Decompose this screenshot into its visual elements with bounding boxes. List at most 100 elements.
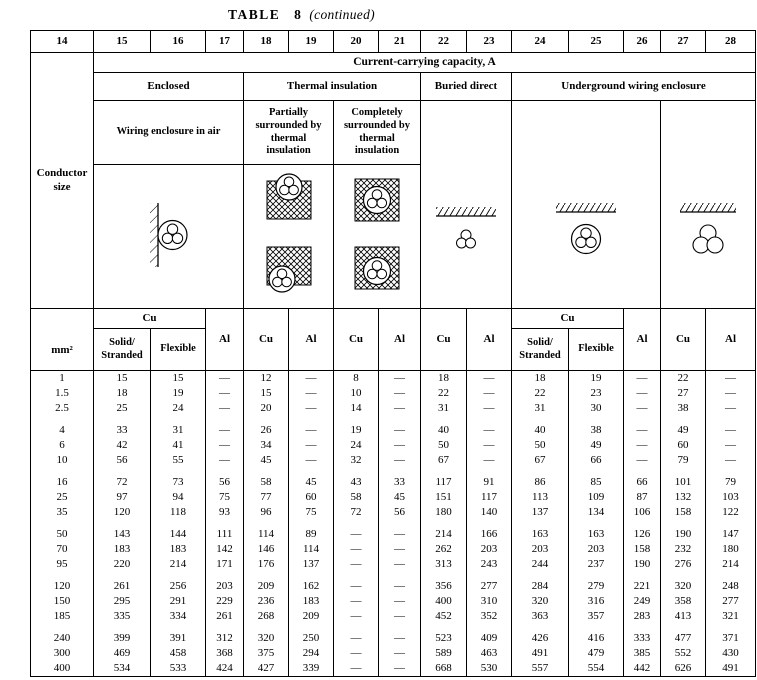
spacer-cell: [30, 572, 94, 579]
capacity-cell: —: [378, 609, 421, 624]
col-num-22: 22: [420, 30, 467, 53]
capacity-cell: 214: [420, 527, 467, 542]
capacity-cell: 416: [568, 631, 624, 646]
spacer-cell: [30, 624, 94, 631]
capacity-cell: 668: [420, 661, 467, 677]
capacity-cell: —: [378, 438, 421, 453]
group-spacer: [30, 416, 756, 423]
capacity-cell: 50: [511, 438, 569, 453]
capacity-cell: —: [288, 453, 334, 468]
capacity-cell: 72: [333, 505, 379, 520]
conductor-size-cell: 150: [30, 594, 94, 609]
capacity-cell: —: [288, 386, 334, 401]
capacity-cell: 15: [243, 386, 289, 401]
capacity-cell: 221: [623, 579, 661, 594]
capacity-cell: 430: [705, 646, 756, 661]
spacer-cell: [205, 416, 244, 423]
material-al-header: Al: [288, 308, 334, 371]
capacity-cell: 18: [511, 370, 569, 386]
capacity-cell: 73: [150, 475, 206, 490]
spacer-cell: [378, 416, 421, 423]
subcategory-air: Wiring enclosure in air: [93, 100, 244, 165]
material-cu-header: Cu: [660, 308, 706, 371]
material-al-header: Al: [623, 308, 661, 371]
capacity-cell: 151: [420, 490, 467, 505]
capacity-cell: 458: [150, 646, 206, 661]
capacity-cell: 114: [288, 542, 334, 557]
capacity-cell: 143: [93, 527, 151, 542]
enclosure-in-air-icon: [149, 203, 188, 267]
spacer-cell: [333, 468, 379, 475]
spacer-cell: [511, 468, 569, 475]
spacer-cell: [568, 520, 624, 527]
capacity-cell: 60: [288, 490, 334, 505]
capacity-cell: 24: [150, 401, 206, 416]
capacity-cell: 146: [243, 542, 289, 557]
capacity-cell: 203: [205, 579, 244, 594]
capacity-cell: 101: [660, 475, 706, 490]
capacity-cell: —: [466, 423, 512, 438]
category-underground: Underground wiring enclosure: [511, 72, 756, 101]
capacity-cell: 40: [511, 423, 569, 438]
capacity-cell: 229: [205, 594, 244, 609]
capacity-cell: 320: [660, 579, 706, 594]
capacity-cell: 32: [333, 453, 379, 468]
spacer-cell: [378, 520, 421, 527]
spacer-cell: [150, 624, 206, 631]
capacity-cell: 243: [466, 557, 512, 572]
capacity-cell: 15: [150, 370, 206, 386]
capacity-cell: 106: [623, 505, 661, 520]
material-cu-header: Cu: [420, 308, 467, 371]
capacity-cell: 209: [288, 609, 334, 624]
conductor-size-cell: 16: [30, 475, 94, 490]
capacity-cell: —: [205, 453, 244, 468]
capacity-cell: 552: [660, 646, 706, 661]
col-num-15: 15: [93, 30, 151, 53]
capacity-cell: 491: [511, 646, 569, 661]
capacity-cell: —: [333, 527, 379, 542]
group-spacer: [30, 624, 756, 631]
capacity-cell: 557: [511, 661, 569, 677]
capacity-cell: 294: [288, 646, 334, 661]
subcategory-row: Wiring enclosure in air Partially surrou…: [31, 100, 756, 309]
spacer-cell: [150, 520, 206, 527]
capacity-cell: 262: [420, 542, 467, 557]
flexible-header: Flexible: [150, 328, 206, 371]
table-header: 14 15 16 17 18 19 20 21 22 23 24 25 26 2…: [30, 30, 756, 371]
table-row: 300 469 458 368 375 294— —589 463 491 479 385 552 43…: [30, 646, 756, 661]
capacity-cell: —: [378, 594, 421, 609]
capacity-cell: 534: [93, 661, 151, 677]
capacity-cell: 134: [568, 505, 624, 520]
col-num-14: 14: [30, 30, 94, 53]
col-num-26: 26: [623, 30, 661, 53]
capacity-cell: —: [378, 579, 421, 594]
capacity-cell: 375: [243, 646, 289, 661]
spacer-cell: [511, 520, 569, 527]
spacer-cell: [150, 572, 206, 579]
capacity-cell: 244: [511, 557, 569, 572]
capacity-cell: 248: [705, 579, 756, 594]
capacity-cell: 363: [511, 609, 569, 624]
capacity-cell: 22: [511, 386, 569, 401]
capacity-cell: 339: [288, 661, 334, 677]
table-body: 1 15 15—12—8—18—18 19—22—1.5 18 19—15—10—22—2…: [30, 370, 756, 677]
capacity-cell: 385: [623, 646, 661, 661]
col-num-28: 28: [705, 30, 756, 53]
material-row-bottom: Solid/ Stranded Flexible Solid/ Stranded…: [31, 328, 756, 371]
capacity-header: Current-carrying capacity, A: [93, 52, 756, 73]
table-row: 1 15 15—12—8—18—18 19—22—: [30, 370, 756, 386]
capacity-cell: 19: [150, 386, 206, 401]
capacity-cell: 261: [205, 609, 244, 624]
capacity-cell: 352: [466, 609, 512, 624]
capacity-cell: 23: [568, 386, 624, 401]
capacity-cell: 45: [378, 490, 421, 505]
capacity-cell: 20: [243, 401, 289, 416]
spacer-cell: [333, 572, 379, 579]
column-number-row: 14 15 16 17 18 19 20 21 22 23 24 25 26 2…: [30, 30, 756, 53]
conductor-size-cell: 4: [30, 423, 94, 438]
spacer-cell: [150, 416, 206, 423]
underground-conduit-pictogram: [511, 100, 661, 309]
col-num-19: 19: [288, 30, 334, 53]
table-row: 70 183 183 142 146 114— —262 203 203 203 158 232 180: [30, 542, 756, 557]
capacity-cell: 49: [660, 423, 706, 438]
